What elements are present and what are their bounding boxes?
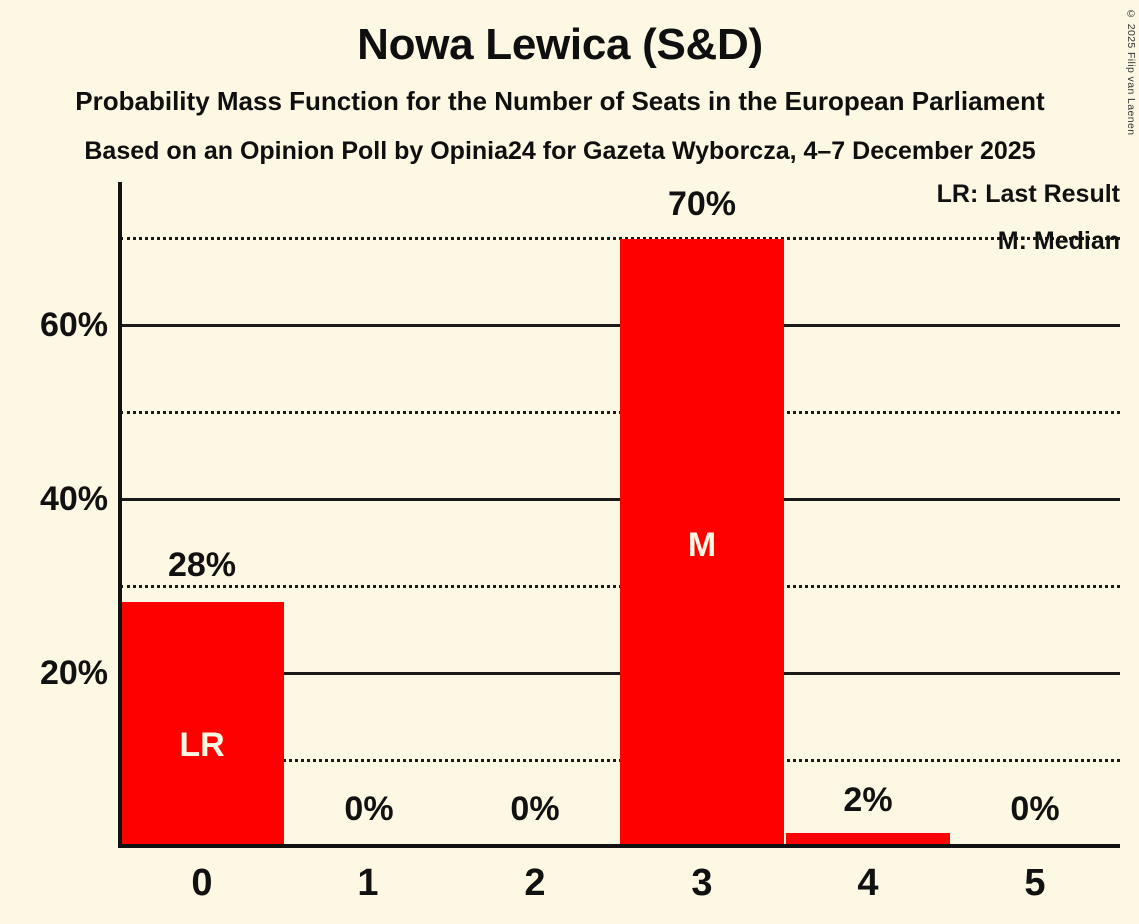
last-result-marker: LR <box>179 726 225 764</box>
x-axis-ticks: 0 1 2 3 4 5 <box>120 862 1120 922</box>
gridline-70 <box>120 237 1120 240</box>
x-tick-1: 1 <box>357 862 379 904</box>
x-tick-0: 0 <box>191 862 213 904</box>
value-label-2: 0% <box>510 790 560 828</box>
y-tick-40: 40% <box>39 480 108 518</box>
x-tick-4: 4 <box>857 862 879 904</box>
value-label-5: 0% <box>1010 790 1060 828</box>
bar-3[interactable]: M <box>620 239 784 846</box>
y-axis-line <box>118 182 122 848</box>
y-tick-20: 20% <box>39 654 108 692</box>
value-label-4: 2% <box>843 781 893 819</box>
chart-subtitle: Probability Mass Function for the Number… <box>75 86 1045 116</box>
value-label-0: 28% <box>167 546 237 584</box>
value-label-3: 70% <box>667 185 737 223</box>
page-title: Nowa Lewica (S&D) <box>357 20 763 69</box>
value-label-1: 0% <box>344 790 394 828</box>
bar-0[interactable]: LR <box>120 602 284 846</box>
chart-source-line: Based on an Opinion Poll by Opinia24 for… <box>84 137 1036 165</box>
y-axis-ticks: 60% 40% 20% <box>0 182 108 846</box>
x-tick-2: 2 <box>524 862 546 904</box>
x-tick-5: 5 <box>1024 862 1046 904</box>
x-tick-3: 3 <box>691 862 713 904</box>
copyright-notice: © 2025 Filip van Laenen <box>1125 8 1137 136</box>
plot-area: LR M <box>120 182 1120 846</box>
bar-4[interactable] <box>786 833 950 846</box>
x-axis-line <box>118 844 1120 848</box>
y-tick-60: 60% <box>39 306 108 344</box>
median-marker: M <box>687 526 717 564</box>
